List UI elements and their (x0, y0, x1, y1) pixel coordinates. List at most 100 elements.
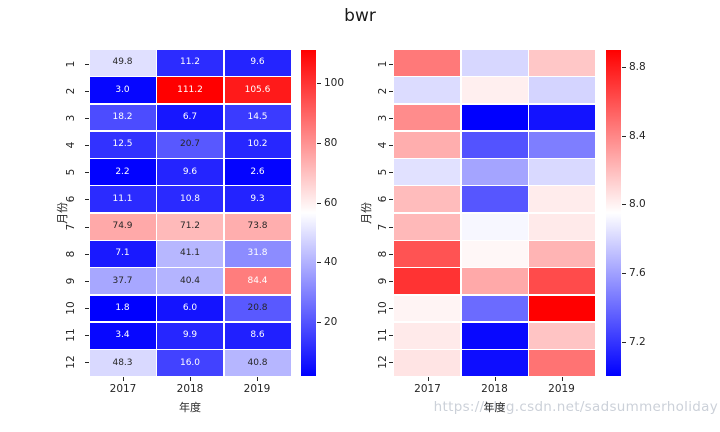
y-tick-label: 4 (65, 141, 77, 149)
y-tick-label: 10 (65, 301, 77, 315)
heatmap-cell: 3.0 (89, 77, 156, 104)
y-tick-mark (84, 226, 89, 228)
heatmap-cell: 48.3 (89, 350, 156, 376)
colorbar-tick-mark (622, 273, 626, 275)
heatmap-cell (461, 295, 528, 322)
heatmap-cell: 20.7 (157, 131, 223, 158)
heatmap-cell: 6.0 (157, 295, 223, 322)
heatmap-cell: 2.2 (89, 159, 156, 185)
heatmap-cell (461, 213, 528, 240)
heatmap-cell (461, 350, 528, 376)
y-tick-label: 2 (65, 87, 77, 95)
y-tick-mark (389, 226, 393, 228)
cell-annotation: 6.0 (182, 303, 198, 313)
x-axis-label: 年度 (179, 401, 201, 414)
cell-annotation: 20.8 (247, 303, 268, 313)
y-tick-label: 7 (377, 223, 389, 230)
heatmap-cell (394, 322, 460, 349)
heatmap-cell: 31.8 (224, 241, 291, 267)
heatmap-cell (394, 50, 460, 76)
y-tick-label: 1 (377, 60, 389, 67)
heatmap-cell: 40.4 (157, 268, 223, 295)
heatmap-cell (461, 241, 528, 267)
heatmap-cell (529, 50, 595, 76)
heatmap-cell (394, 159, 460, 185)
colorbar-tick-mark (317, 262, 321, 264)
heatmap-cell (529, 213, 595, 240)
cell-annotation: 37.7 (112, 275, 133, 286)
cell-annotation: 40.8 (247, 357, 268, 368)
heatmap-cell: 84.4 (224, 268, 291, 295)
cell-annotation: 2.2 (115, 166, 130, 177)
y-tick-mark (389, 199, 393, 201)
y-tick-mark (84, 308, 89, 310)
x-tick-label: 2017 (414, 383, 441, 395)
y-tick-label: 4 (377, 141, 389, 149)
y-tick-label: 10 (377, 301, 389, 315)
colorbar-tick-mark (317, 142, 321, 144)
colorbar-tick-mark (317, 83, 321, 85)
heatmap-cell (461, 104, 528, 131)
x-tick-mark (190, 377, 191, 381)
y-tick-label: 9 (65, 277, 77, 285)
colorbar-tick-mark (622, 341, 626, 343)
heatmap-cell (461, 322, 528, 349)
y-tick-mark (389, 90, 393, 92)
colorbar-tick-label: 60 (324, 196, 338, 209)
cell-annotation: 1.8 (115, 303, 130, 313)
heatmap-cell: 37.7 (89, 268, 156, 295)
y-tick-label: 12 (377, 355, 389, 370)
heatmap-cell: 9.3 (224, 186, 291, 213)
x-tick-mark (494, 377, 496, 381)
chart-title: bwr (344, 6, 376, 26)
watermark: https://blog.csdn.net/sadsummerholiday (433, 399, 718, 415)
heatmap-cell (529, 295, 595, 322)
y-tick-mark (84, 280, 89, 282)
cell-annotation: 11.1 (112, 193, 133, 204)
heatmap-cell (394, 131, 460, 158)
left-heatmap: 49.8 11.2 9.6 3.0 111.2 105.6 18.2 6.7 14.5 12.5 2… (89, 50, 291, 376)
cell-annotation: 7.1 (115, 248, 130, 259)
heatmap-cell (394, 186, 460, 213)
cell-annotation: 31.8 (247, 248, 268, 259)
cell-annotation: 41.1 (179, 248, 201, 259)
heatmap-cell: 10.8 (157, 186, 223, 213)
cell-annotation: 16.0 (179, 357, 201, 368)
heatmap-cell (394, 295, 460, 322)
y-tick-label: 9 (377, 277, 389, 285)
x-tick-label: 2019 (243, 383, 271, 395)
colorbar-tick-label: 8.4 (629, 129, 646, 142)
cell-annotation: 10.8 (179, 193, 201, 204)
y-tick-label: 5 (377, 168, 389, 176)
y-tick-mark (84, 362, 89, 364)
x-tick-mark (257, 377, 258, 381)
colorbar-tick-label: 100 (324, 77, 345, 90)
heatmap-cell: 49.8 (89, 50, 156, 76)
y-tick-label: 3 (65, 114, 77, 122)
colorbar-tick-label: 40 (324, 256, 338, 269)
colorbar-tick-mark (622, 204, 626, 206)
heatmap-cell (529, 186, 595, 213)
heatmap-cell: 11.2 (157, 50, 223, 76)
heatmap-cell (461, 77, 528, 104)
heatmap-cell: 14.5 (224, 104, 291, 131)
heatmap-cell (461, 159, 528, 185)
y-axis-label: 月份 (56, 202, 69, 224)
heatmap-cell (394, 241, 460, 267)
y-tick-label: 6 (377, 196, 389, 203)
cell-annotation: 12.5 (112, 139, 133, 150)
heatmap-cell: 7.1 (89, 241, 156, 267)
cell-annotation: 10.2 (247, 139, 268, 150)
y-tick-mark (84, 90, 89, 92)
heatmap-cell: 105.6 (224, 77, 291, 104)
y-tick-mark (389, 280, 393, 282)
cell-annotation: 9.6 (182, 166, 198, 177)
cell-annotation: 73.8 (247, 221, 268, 232)
heatmap-cell (394, 104, 460, 131)
y-tick-mark (84, 145, 89, 147)
colorbar-tick-mark (622, 135, 626, 137)
heatmap-cell (461, 186, 528, 213)
cell-annotation: 84.4 (247, 275, 268, 286)
heatmap-cell: 12.5 (89, 131, 156, 158)
